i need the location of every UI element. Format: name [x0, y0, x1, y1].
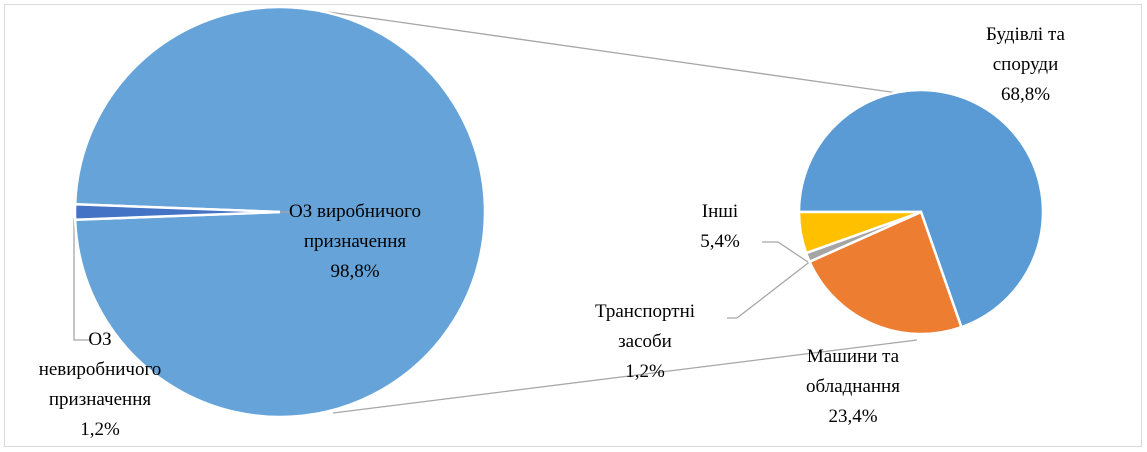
value-label: 5,4%	[700, 231, 740, 252]
pie-slice	[807, 210, 963, 336]
value-label: 23,4%	[828, 406, 878, 427]
data-label: Транспортні засоби 1,2%	[585, 297, 705, 387]
data-label: ОЗ невиробничого призначення 1,2%	[25, 325, 175, 445]
frame	[4, 4, 1142, 447]
data-label: Інші 5,4%	[680, 197, 760, 257]
connector	[299, 7, 920, 97]
category-label: Транспортні засоби	[594, 301, 696, 352]
pie-slice	[797, 210, 922, 255]
pie-slice	[73, 202, 281, 222]
category-label: Будівлі та споруди	[986, 24, 1065, 75]
leader-line	[762, 241, 809, 263]
data-label: Машини та обладнання 23,4%	[788, 342, 918, 432]
category-label: Інші	[701, 201, 739, 222]
pie-slice	[797, 88, 1045, 329]
leader-line	[73, 218, 90, 341]
value-label: 98,8%	[330, 261, 380, 282]
leader-line	[727, 259, 813, 319]
data-label: Будівлі та споруди 68,8%	[968, 20, 1083, 110]
category-label: ОЗ виробничого призначення	[288, 201, 421, 252]
category-label: ОЗ невиробничого призначення	[38, 329, 162, 410]
connector	[332, 339, 918, 414]
value-label: 68,8%	[1000, 84, 1051, 105]
category-label: Машини та обладнання	[806, 346, 900, 397]
value-label: 1,2%	[625, 361, 665, 382]
value-label: 1,2%	[80, 419, 120, 440]
data-label: ОЗ виробничого призначення 98,8%	[275, 197, 435, 287]
